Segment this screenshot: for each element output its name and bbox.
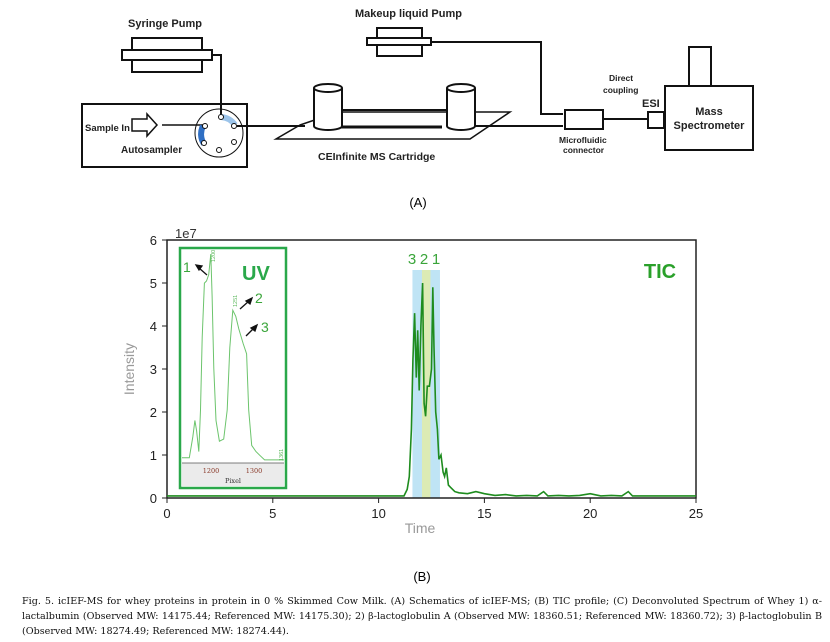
valve-icon bbox=[194, 108, 244, 158]
highlight-band-1 bbox=[421, 270, 431, 498]
schematic: Syringe Pump Makeup liquid Pump Sample I… bbox=[81, 8, 754, 168]
inset-frame bbox=[178, 246, 288, 490]
peak-label-2: 2 bbox=[420, 251, 428, 268]
tic-title: TIC bbox=[644, 261, 676, 283]
sample-in-arrow-icon bbox=[131, 112, 159, 138]
ms-label-1: Mass bbox=[695, 106, 723, 118]
x-tick-label: 25 bbox=[689, 506, 703, 521]
autosampler-box bbox=[81, 103, 248, 168]
y-tick-label: 3 bbox=[150, 362, 157, 377]
y-scale-label: 1e7 bbox=[175, 226, 197, 241]
peak-label-1: 1 bbox=[432, 251, 440, 268]
sample-in-label: Sample In bbox=[85, 123, 130, 134]
y-tick-label: 1 bbox=[150, 448, 157, 463]
reservoir-icon bbox=[446, 88, 476, 131]
mass-spectrometer bbox=[664, 85, 754, 151]
uv-tick-1200: 1200 bbox=[211, 250, 217, 262]
reservoir-icon bbox=[313, 88, 343, 131]
esi-label: ESI bbox=[642, 98, 660, 110]
x-tick-label: 20 bbox=[583, 506, 597, 521]
y-axis-label: Intensity bbox=[121, 343, 137, 395]
x-tick-label: 10 bbox=[371, 506, 385, 521]
uv-peak-label-2: 2 bbox=[255, 290, 263, 306]
direct-coupling-label-1: Direct bbox=[609, 73, 633, 83]
syringe-pump-label: Syringe Pump bbox=[128, 18, 202, 30]
tic-series-line bbox=[167, 282, 696, 497]
y-tick-label: 5 bbox=[150, 276, 157, 291]
ms-label-2: Spectrometer bbox=[674, 120, 746, 132]
y-tick-label: 4 bbox=[150, 319, 157, 334]
y-tick-label: 6 bbox=[150, 233, 157, 248]
autosampler-label: Autosampler bbox=[121, 145, 182, 156]
inset-x-label: Pixel bbox=[225, 477, 241, 485]
uv-series-line bbox=[182, 253, 284, 461]
uv-peak-label-1: 1 bbox=[183, 259, 191, 275]
makeup-pump-label: Makeup liquid Pump bbox=[355, 8, 462, 20]
uv-inset: 1200 1300 Pixel 1200 1251 1361 UV 1 2 3 bbox=[178, 246, 288, 490]
uv-tick-1361: 1361 bbox=[279, 449, 285, 461]
figure-caption: Fig. 5. icIEF-MS for whey proteins in pr… bbox=[22, 596, 822, 637]
connector-label-1: Microfluidic bbox=[559, 135, 607, 145]
x-tick-label: 15 bbox=[477, 506, 491, 521]
x-axis-label: Time bbox=[405, 520, 436, 536]
inset-tick-1200: 1200 bbox=[203, 467, 220, 475]
uv-tick-1251: 1251 bbox=[233, 295, 239, 307]
inset-axis bbox=[182, 463, 284, 486]
connector-label-2: connector bbox=[563, 145, 605, 155]
x-tick-label: 5 bbox=[269, 506, 276, 521]
cartridge-label: CEInfinite MS Cartridge bbox=[318, 151, 435, 163]
uv-title: UV bbox=[242, 263, 270, 285]
esi-source bbox=[647, 111, 665, 129]
uv-peak-label-3: 3 bbox=[261, 319, 269, 335]
panel-a-label: (A) bbox=[409, 195, 426, 210]
microfluidic-connector bbox=[564, 109, 604, 130]
panel-b-label: (B) bbox=[413, 569, 430, 584]
x-tick-label: 0 bbox=[163, 506, 170, 521]
peak-label-3: 3 bbox=[408, 251, 416, 268]
direct-coupling-label-2: coupling bbox=[603, 85, 638, 95]
y-tick-label: 2 bbox=[150, 405, 157, 420]
y-tick-label: 0 bbox=[150, 491, 157, 506]
inset-tick-1300: 1300 bbox=[246, 467, 263, 475]
